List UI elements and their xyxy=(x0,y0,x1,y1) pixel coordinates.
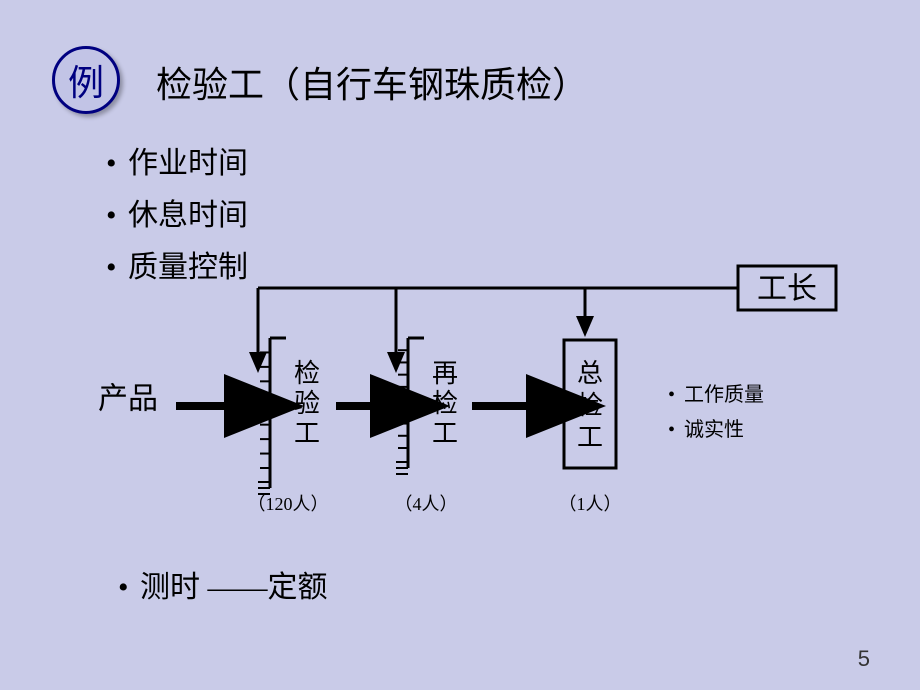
svg-text:再: 再 xyxy=(432,359,458,388)
page-number: 5 xyxy=(858,646,870,672)
svg-text:工长: 工长 xyxy=(757,273,817,306)
svg-text:（120人）: （120人） xyxy=(248,494,329,514)
svg-text:工: 工 xyxy=(577,423,603,452)
svg-text:验: 验 xyxy=(294,389,320,418)
bullet-bottom: 测时 ——定额 xyxy=(118,562,328,614)
svg-text:（1人）: （1人） xyxy=(559,494,622,514)
svg-text:工: 工 xyxy=(294,419,320,448)
bullet-bottom-text: 测时 ——定额 xyxy=(140,571,328,604)
svg-text:检: 检 xyxy=(432,389,458,418)
svg-text:产品: 产品 xyxy=(98,383,158,416)
svg-text:总: 总 xyxy=(577,359,603,388)
svg-text:（4人）: （4人） xyxy=(395,494,458,514)
svg-text:工: 工 xyxy=(432,419,458,448)
svg-text:检: 检 xyxy=(577,391,603,420)
svg-text:检: 检 xyxy=(294,359,320,388)
